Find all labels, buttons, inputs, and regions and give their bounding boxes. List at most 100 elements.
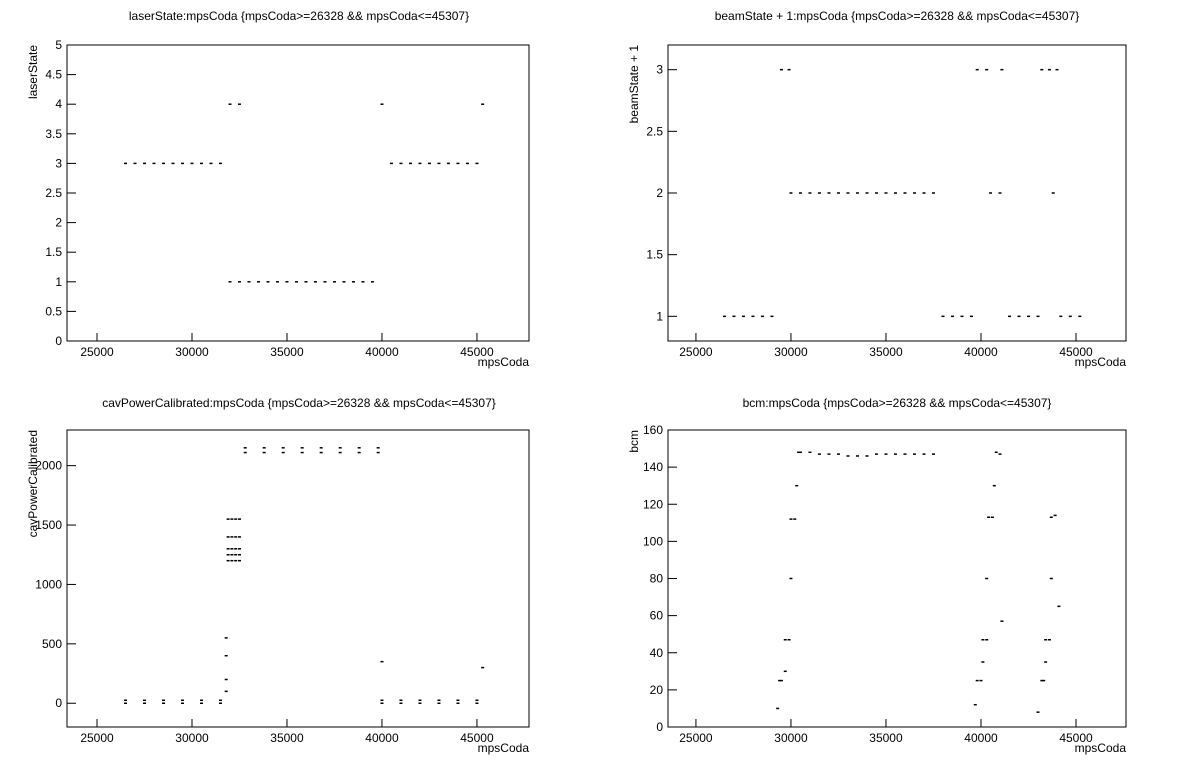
y-tick-label: 0 <box>55 696 62 710</box>
data-point <box>1055 68 1059 71</box>
y-tick-label: 1.5 <box>646 248 663 262</box>
data-point <box>931 453 935 455</box>
y-tick-label: 1.5 <box>45 245 62 259</box>
x-tick-label: 45000 <box>460 731 494 745</box>
y-tick-label: 500 <box>42 637 62 651</box>
data-point <box>1036 315 1040 318</box>
data-point <box>408 162 412 165</box>
data-point <box>817 453 821 455</box>
data-point <box>884 453 888 455</box>
plot-frame <box>66 429 530 728</box>
y-tick-label: 1 <box>656 309 663 323</box>
data-point <box>981 639 985 641</box>
data-point <box>1017 315 1021 318</box>
data-point <box>418 162 422 165</box>
data-point <box>846 455 850 457</box>
data-point <box>162 699 166 702</box>
x-tick-label: 40000 <box>964 731 998 745</box>
data-point <box>960 315 964 318</box>
data-point <box>827 192 831 194</box>
data-point <box>124 162 128 165</box>
data-point <box>266 281 270 283</box>
data-point <box>243 447 247 449</box>
y-tick-label: 0 <box>656 720 663 734</box>
data-point <box>380 702 384 704</box>
data-point <box>351 281 355 283</box>
x-tick-label: 30000 <box>774 345 808 359</box>
data-point <box>224 654 228 657</box>
data-point <box>319 451 323 454</box>
data-point <box>941 315 945 318</box>
y-tick-label: 40 <box>650 646 664 660</box>
data-point <box>357 447 361 449</box>
data-point <box>300 451 304 454</box>
y-tick-label: 5 <box>55 38 62 52</box>
plot-frame <box>66 44 530 342</box>
data-point <box>218 702 222 704</box>
data-point <box>228 103 232 105</box>
y-tick-label: 2000 <box>35 459 62 473</box>
data-point <box>855 192 859 194</box>
data-point <box>399 702 403 704</box>
x-tick-label: 35000 <box>270 345 304 359</box>
x-tick-label: 45000 <box>1059 731 1093 745</box>
data-point <box>1000 68 1004 71</box>
y-axis-label: bcm <box>627 430 641 453</box>
data-point <box>152 162 156 165</box>
data-point <box>285 281 289 283</box>
data-point <box>332 281 336 283</box>
x-tick-label: 25000 <box>679 731 713 745</box>
data-point <box>437 699 441 702</box>
data-point <box>171 162 175 165</box>
data-point <box>950 315 954 318</box>
y-tick-label: 20 <box>650 683 664 697</box>
data-point <box>300 447 304 449</box>
y-tick-label: 4 <box>55 97 62 111</box>
data-point <box>783 670 787 673</box>
x-axis-label: mpsCoda <box>478 355 530 369</box>
data-point <box>418 702 422 704</box>
data-point <box>376 451 380 454</box>
data-point <box>1040 679 1044 682</box>
data-point <box>247 281 251 283</box>
data-point <box>1042 679 1046 682</box>
data-point <box>783 639 787 641</box>
data-point <box>237 103 241 105</box>
data-point <box>224 690 228 693</box>
data-point <box>389 162 393 165</box>
data-point <box>893 453 897 455</box>
data-point <box>1053 514 1057 517</box>
data-point <box>190 162 194 165</box>
data-point <box>1049 516 1053 518</box>
data-point <box>808 192 812 194</box>
y-tick-label: 160 <box>643 423 663 437</box>
data-point <box>855 455 859 457</box>
data-point <box>770 315 774 318</box>
data-point <box>456 162 460 165</box>
y-tick-label: 3.5 <box>45 127 62 141</box>
x-axis-label: mpsCoda <box>478 741 530 755</box>
data-point <box>275 281 279 283</box>
data-point <box>162 702 166 704</box>
data-point <box>1047 68 1051 71</box>
x-axis-label: mpsCoda <box>1075 741 1127 755</box>
data-point <box>234 518 238 520</box>
x-tick-label: 25000 <box>80 731 114 745</box>
data-point <box>797 451 801 454</box>
data-point <box>380 660 384 663</box>
data-point <box>230 518 234 520</box>
data-point <box>370 281 374 283</box>
y-tick-label: 100 <box>643 534 663 548</box>
y-tick-label: 60 <box>650 609 664 623</box>
data-point <box>912 453 916 455</box>
y-tick-label: 3 <box>656 63 663 77</box>
data-point <box>981 661 985 663</box>
data-point <box>323 281 327 283</box>
x-tick-label: 40000 <box>964 345 998 359</box>
data-point <box>893 192 897 194</box>
data-point <box>998 192 1002 194</box>
data-point <box>226 548 230 550</box>
data-point <box>234 536 238 538</box>
data-point <box>985 639 989 641</box>
data-point <box>427 162 431 165</box>
